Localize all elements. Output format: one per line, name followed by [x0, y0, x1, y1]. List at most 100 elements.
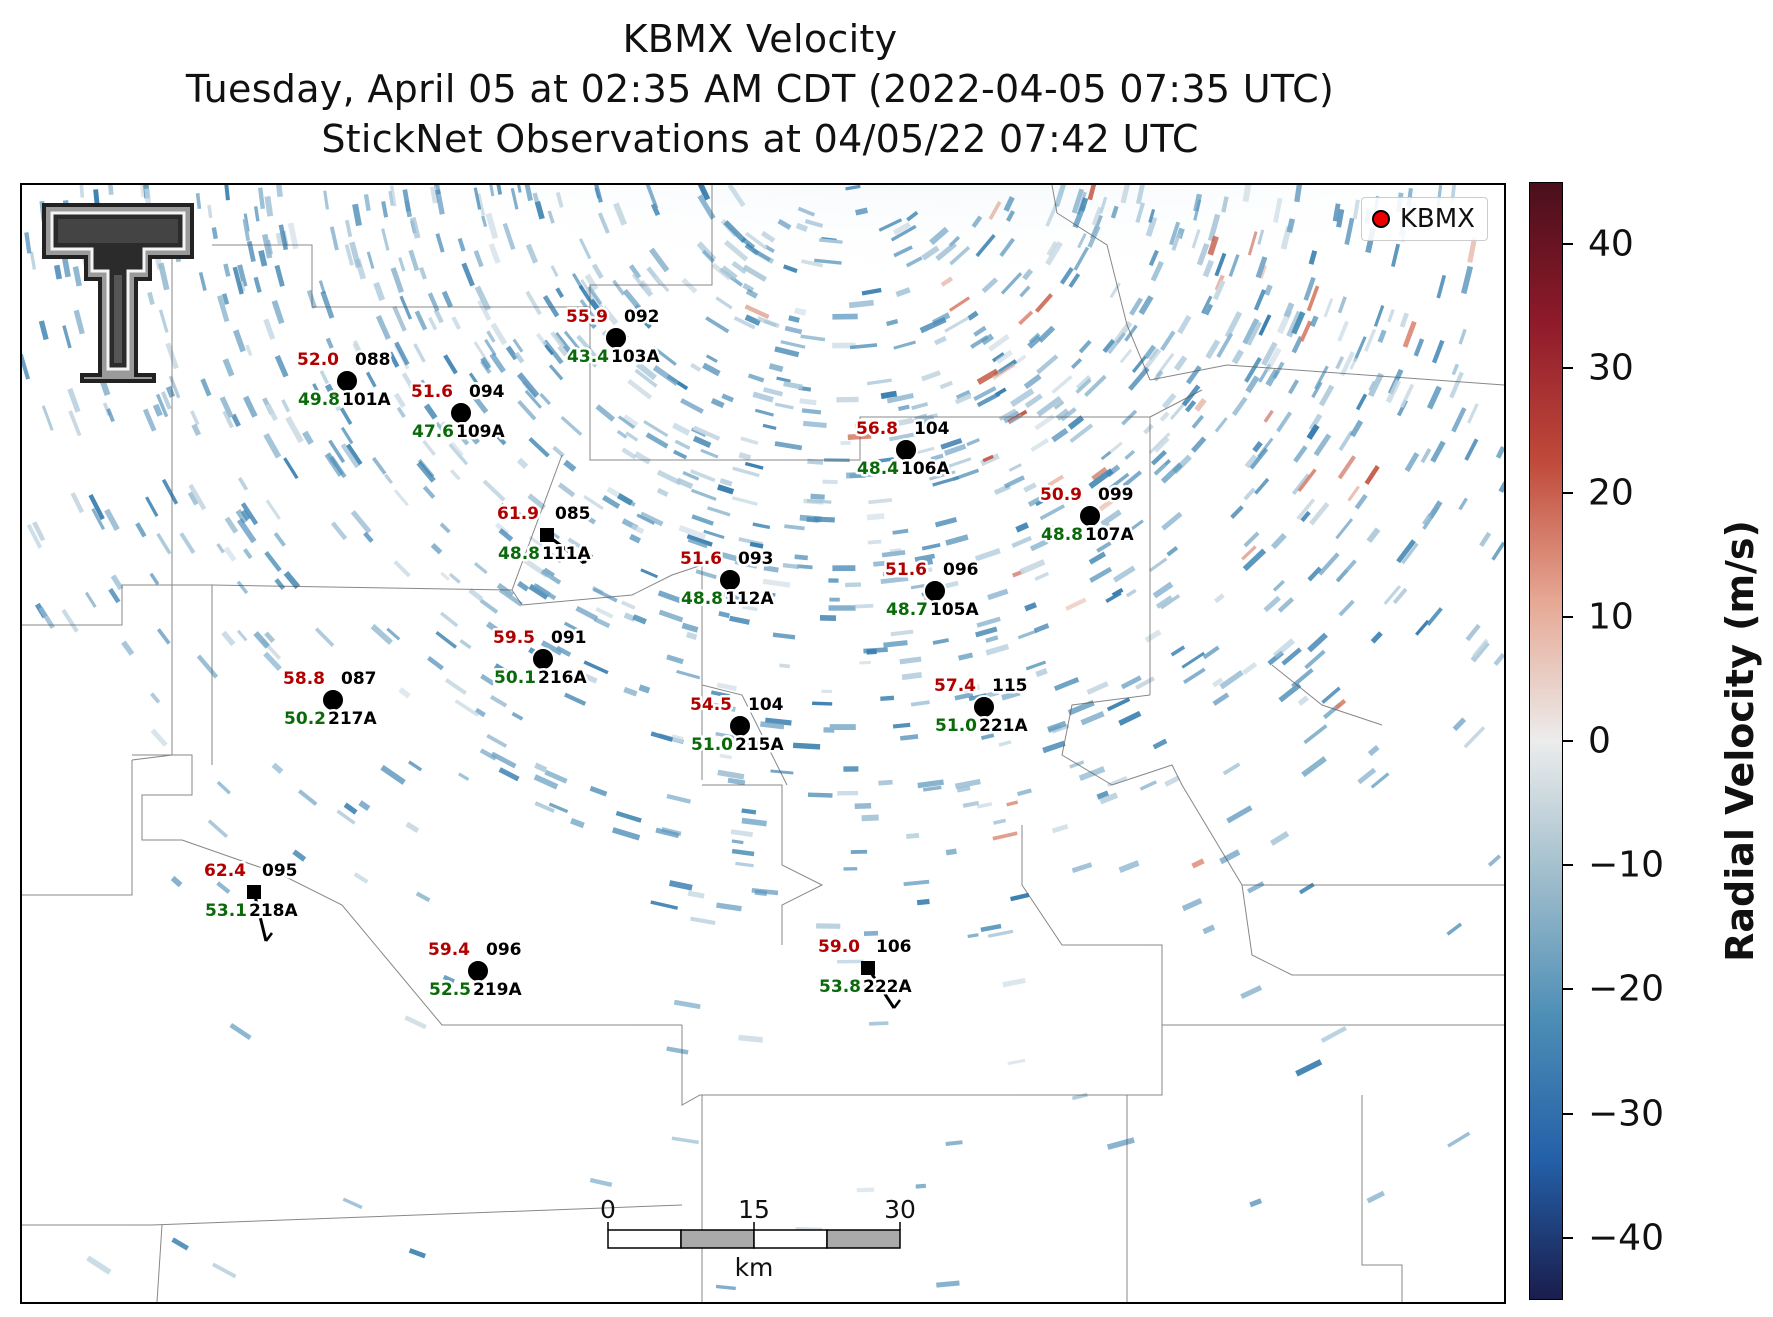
velocity-gate	[373, 281, 386, 302]
velocity-gate	[32, 521, 46, 542]
velocity-gate	[1213, 593, 1225, 604]
velocity-gate	[836, 396, 859, 403]
velocity-gate	[1318, 552, 1340, 576]
velocity-gate	[731, 839, 744, 845]
station-green-value: 50.2	[284, 709, 326, 729]
velocity-gate	[1080, 710, 1105, 726]
station-105A[interactable]: 51.6 096 48.7 105A	[883, 558, 982, 623]
velocity-gate	[779, 663, 790, 669]
velocity-gate	[1139, 780, 1157, 791]
velocity-gate	[716, 902, 742, 912]
velocity-gate	[1181, 897, 1203, 912]
station-222A[interactable]: 59.0 106 53.8 222A	[816, 935, 915, 1009]
velocity-gate	[1035, 497, 1048, 507]
velocity-gate	[905, 256, 923, 268]
scale-bar: 0 15 30 km	[600, 1195, 916, 1282]
velocity-gate	[1184, 400, 1197, 413]
velocity-gate	[747, 373, 765, 383]
velocity-gate	[67, 388, 81, 413]
velocity-gate	[1401, 542, 1419, 565]
velocity-gate	[415, 891, 431, 903]
velocity-gate	[930, 453, 944, 462]
velocity-gate	[1452, 717, 1467, 732]
velocity-gate	[705, 316, 730, 334]
velocity-gate	[840, 441, 851, 445]
velocity-gate	[954, 692, 974, 701]
velocity-gate	[696, 185, 711, 201]
velocity-gate	[542, 294, 560, 318]
velocity-gate	[671, 734, 684, 743]
station-221A[interactable]: 57.4 115 51.0 221A	[932, 674, 1031, 739]
velocity-gate	[1160, 594, 1181, 610]
velocity-gate	[563, 621, 585, 635]
velocity-gate	[1125, 588, 1137, 598]
station-215A[interactable]: 54.5 104 51.0 215A	[688, 693, 787, 758]
velocity-gate	[600, 305, 619, 326]
velocity-gate	[1498, 481, 1504, 493]
station-107A[interactable]: 50.9 099 48.8 107A	[1038, 483, 1137, 548]
velocity-gate	[1460, 265, 1474, 295]
velocity-gate	[584, 273, 599, 291]
velocity-gate	[721, 393, 734, 403]
velocity-gate	[615, 810, 642, 823]
velocity-gate	[592, 587, 618, 603]
velocity-gate	[992, 352, 1005, 363]
velocity-gate	[602, 495, 621, 509]
velocity-gate	[1207, 235, 1219, 256]
station-217A[interactable]: 58.8 087 50.2 217A	[281, 667, 380, 732]
map-panel[interactable]: 52.0 088 49.8 101A 51.6 094 47.6 109A 55.9 092 43.…	[20, 183, 1506, 1304]
velocity-gate	[1191, 229, 1201, 249]
velocity-gate	[1135, 202, 1145, 223]
velocity-gate	[1355, 393, 1368, 411]
velocity-gate	[890, 224, 917, 242]
velocity-gate	[1019, 285, 1031, 298]
velocity-gate	[418, 266, 427, 280]
velocity-gate	[716, 682, 737, 692]
velocity-gate	[1036, 395, 1063, 417]
velocity-gate	[783, 264, 798, 274]
velocity-gate	[583, 494, 604, 511]
velocity-gate	[863, 981, 878, 989]
velocity-gate	[1181, 651, 1206, 669]
velocity-gate	[380, 764, 406, 785]
station-green-value: 48.8	[498, 544, 540, 564]
velocity-gate	[1053, 677, 1080, 692]
velocity-gate	[274, 264, 285, 287]
velocity-gate	[1427, 500, 1443, 519]
velocity-gate	[668, 880, 693, 891]
station-218A[interactable]: 62.4 095 53.1 218A	[202, 859, 301, 942]
velocity-gate	[1247, 321, 1262, 346]
velocity-gate	[921, 245, 940, 261]
velocity-gate	[1107, 332, 1127, 355]
station-219A[interactable]: 59.4 096 52.5 219A	[426, 938, 525, 1003]
velocity-gate	[232, 266, 244, 295]
station-direction: 094	[469, 382, 505, 402]
station-109A[interactable]: 51.6 094 47.6 109A	[409, 380, 508, 445]
station-101A[interactable]: 52.0 088 49.8 101A	[295, 348, 394, 413]
velocity-gate	[1465, 623, 1481, 642]
velocity-gate	[1202, 924, 1216, 935]
scale-segment	[753, 1229, 828, 1249]
velocity-gate	[41, 405, 54, 431]
velocity-gate	[1283, 302, 1295, 318]
velocity-gate	[1051, 484, 1064, 494]
velocity-gate	[1370, 772, 1390, 789]
station-111A[interactable]: 61.9 085 48.8 111A	[495, 502, 594, 567]
velocity-gate	[893, 417, 914, 427]
velocity-gate	[1377, 329, 1387, 343]
velocity-gate	[945, 457, 972, 469]
velocity-gate	[1011, 535, 1032, 548]
velocity-gate	[404, 1015, 427, 1030]
station-103A[interactable]: 55.9 092 43.4 103A	[564, 305, 663, 370]
station-106A[interactable]: 56.8 104 48.4 106A	[854, 417, 953, 482]
velocity-gate	[1303, 724, 1328, 745]
velocity-gate	[1219, 669, 1244, 690]
velocity-gate	[108, 587, 121, 604]
velocity-gate	[1043, 524, 1056, 534]
station-112A[interactable]: 51.6 093 48.8 112A	[678, 547, 777, 612]
velocity-gate	[423, 403, 438, 420]
velocity-gate	[719, 478, 733, 487]
velocity-gate	[409, 217, 421, 239]
station-216A[interactable]: 59.5 091 50.1 216A	[491, 626, 590, 691]
velocity-gate	[1364, 328, 1377, 352]
